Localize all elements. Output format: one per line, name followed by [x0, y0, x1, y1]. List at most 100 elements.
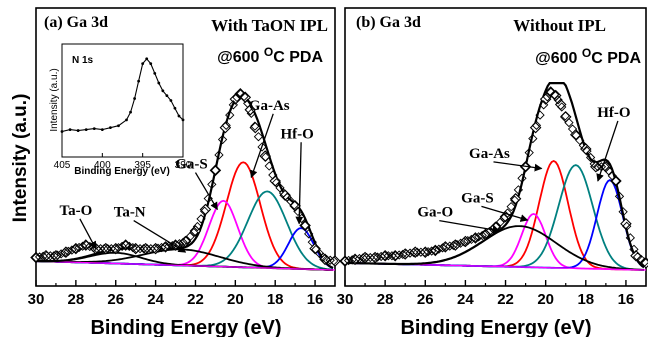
inset-xtick-label: 395: [134, 160, 151, 171]
inset-xtick-label: 400: [94, 160, 111, 171]
panel-a-data-marker: [210, 165, 221, 175]
panel-b-data-marker: [369, 252, 379, 263]
panel-b-data-marker: [629, 244, 639, 254]
panel-a-data-marker: [74, 242, 84, 253]
inset-data-point: [137, 79, 141, 83]
panel-a-background-line: [35, 260, 336, 271]
inset-data-point: [117, 124, 120, 128]
panel-b-data-marker: [408, 247, 419, 258]
panel-b-data-marker: [524, 148, 534, 158]
panel-b-data-marker: [358, 253, 368, 263]
panel-b-anneal-prefix: @600: [535, 50, 582, 67]
panel-a-data-marker: [268, 170, 278, 180]
panel-a-peak-ta-n: [36, 248, 333, 271]
inset-data-point: [100, 128, 104, 132]
panel-b-data-marker: [585, 152, 596, 163]
panel-b-anneal-suffix: C PDA: [591, 50, 641, 67]
panel-b-data-marker: [459, 237, 469, 247]
panel-b-data-marker: [553, 95, 563, 105]
panel-b-data-marker: [531, 120, 542, 130]
panel-a-label-ta-n: Ta-N: [114, 205, 146, 221]
panel-a-data-marker: [293, 206, 303, 217]
panel-b-data-marker: [477, 230, 487, 241]
panel-b-data-marker: [632, 252, 643, 262]
panel-b-data-marker: [557, 102, 567, 112]
panel-a-data-marker: [34, 252, 45, 262]
panel-a-arrow: [194, 172, 218, 211]
panel-a-data-marker: [221, 120, 231, 130]
panel-b-data-marker: [560, 111, 570, 121]
panel-b-data-marker: [640, 257, 648, 267]
panel-a-anneal: @600 OC PDA: [217, 45, 323, 66]
panel-b-data-marker: [535, 110, 545, 120]
panel-b-xtick-label: 20: [537, 291, 554, 308]
panel-a-data-marker: [135, 244, 145, 254]
panel-a-data-marker: [307, 237, 317, 247]
panel-a-data-marker: [139, 244, 149, 254]
panel-a-data-point: [119, 239, 132, 251]
y-axis-label: Intensity (a.u.): [10, 94, 31, 223]
panel-a-data-marker: [217, 134, 228, 145]
inset-data-point: [60, 130, 64, 133]
inset-ylabel: Intensity (a.u.): [49, 68, 60, 131]
panel-b-xtick-label: 24: [457, 291, 474, 308]
inset-data-point: [161, 89, 165, 93]
panel-a-data-marker: [271, 178, 282, 188]
panel-b-data-marker: [474, 232, 484, 242]
inset-data-point: [84, 128, 88, 132]
panel-a-data-marker: [199, 206, 210, 216]
panel-b-arrow: [481, 205, 529, 222]
panel-a-data-marker: [142, 244, 152, 254]
panel-b-xtick-label: 16: [618, 291, 635, 308]
panel-a-xlabel: Binding Energy (eV): [90, 317, 281, 337]
panel-b-data-marker: [571, 130, 581, 140]
panel-b-data-marker: [376, 251, 386, 262]
panel-b-title: (b) Ga 3d: [356, 14, 421, 31]
inset-data-point: [165, 94, 169, 98]
panel-a-data-marker: [264, 161, 274, 171]
panel-b-data-marker: [517, 173, 527, 183]
panel-b-ticks: 30 28 26 24 22 20 18 16: [337, 280, 635, 308]
panel-b-data-marker: [405, 248, 415, 258]
panel-b-anneal-sup: O: [582, 46, 591, 60]
panel-b-data-marker: [636, 254, 646, 265]
panel-b-data-marker: [622, 221, 632, 231]
panel-b-data-marker: [546, 87, 556, 97]
inset-plot: [60, 57, 185, 133]
panel-a-data-marker: [49, 251, 59, 261]
panel-b-data-marker: [412, 247, 422, 257]
panel-b-data-marker: [466, 234, 477, 245]
inset-data-point: [125, 118, 128, 122]
panel-b-label-ga-o: Ga-O: [417, 205, 453, 221]
panel-b-data-marker: [506, 201, 516, 212]
panel-b-anneal: @600 OC PDA: [535, 46, 641, 67]
panel-a-data-marker: [167, 241, 177, 251]
panel-a-data-marker: [321, 254, 332, 265]
panel-a-data-marker: [56, 249, 66, 259]
panel-a-data-marker: [99, 244, 109, 254]
panel-a-xtick-label: 30: [28, 291, 45, 308]
panel-b-frame: [344, 7, 647, 287]
panel-b-data-marker: [383, 251, 393, 261]
panel-b-data-marker: [564, 117, 574, 128]
inset-ticks: 405 400 395 390: [54, 153, 192, 171]
panel-a-data-marker: [131, 244, 142, 254]
panel-a-ticks: 30 28 26 24 22 20 18 16: [28, 280, 323, 308]
panel-b-data-marker: [481, 229, 491, 239]
panel-b-label-hf-o: Hf-O: [597, 105, 630, 121]
panel-b-data-marker: [470, 233, 480, 243]
inset-data-point: [153, 71, 157, 75]
panel-a-data-marker: [52, 250, 63, 260]
panel-a-xtick-label: 20: [227, 291, 244, 308]
panel-a-data-marker: [257, 142, 267, 152]
inset-data-point: [173, 106, 177, 110]
panel-a-data-marker: [260, 152, 271, 162]
panel-a-data-marker: [196, 214, 206, 224]
panel-b-arrow: [596, 120, 619, 182]
panel-b-data-marker: [582, 146, 592, 156]
inset-frame: [61, 43, 184, 158]
panel-b-xtick-label: 18: [577, 291, 594, 308]
panel-a-data-marker: [304, 229, 314, 239]
panel-b-data-marker: [528, 133, 538, 144]
panel-b-data-marker: [455, 238, 466, 248]
